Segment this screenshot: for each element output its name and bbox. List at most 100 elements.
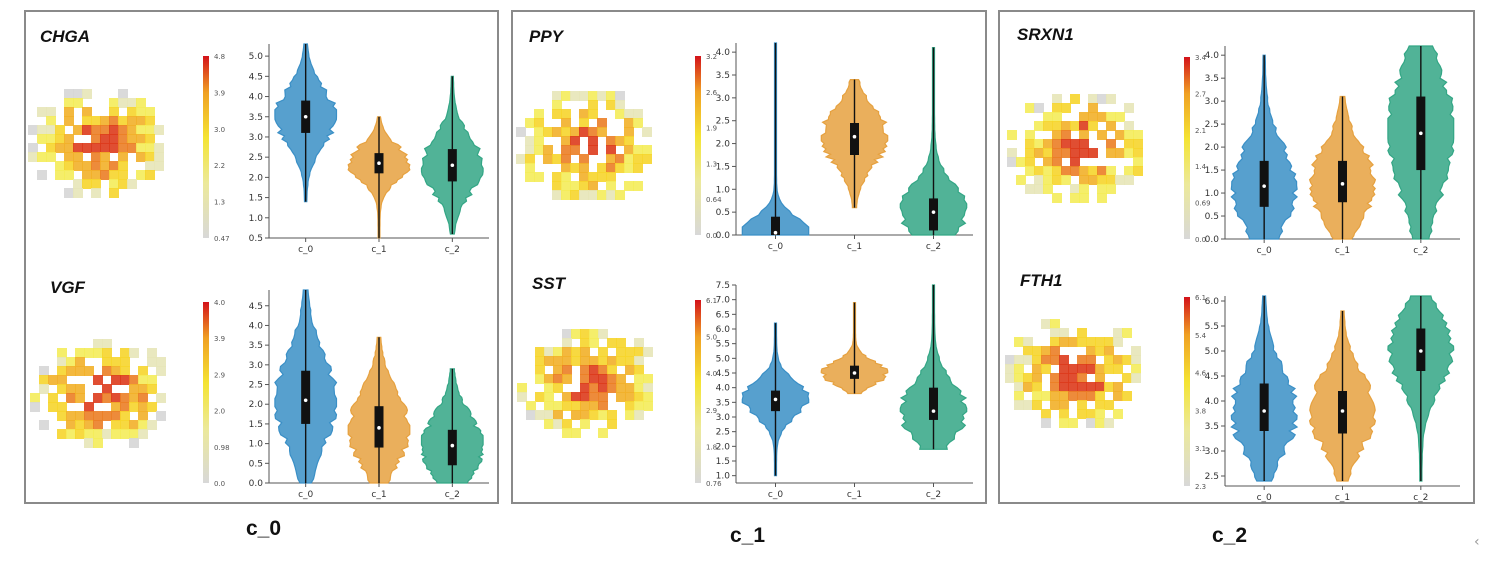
median-dot	[377, 161, 381, 166]
heatmap-cell	[1032, 391, 1042, 401]
heatmap-cell	[598, 347, 608, 357]
colorbar-tick-label: 1.3	[214, 199, 225, 207]
heatmap-cell	[57, 366, 67, 376]
heatmap-cell	[553, 347, 563, 357]
heatmap-cell	[589, 338, 599, 348]
heatmap-cell	[580, 419, 590, 429]
violin-chart-srxn1: 0.0 0.5 1.0 1.5 2.0 2.5 3.0 3.5 4.0 c_0 c_1 c_2 3.4 2…	[1007, 45, 1460, 256]
heatmap-cell	[147, 402, 157, 412]
heatmap-cell	[91, 179, 101, 189]
heatmap-cell	[588, 172, 598, 182]
y-tick-label: 0.5	[249, 459, 263, 469]
y-tick-label: 4.5	[1205, 372, 1219, 382]
heatmap-cell	[1079, 130, 1089, 140]
heatmap-cell	[1025, 130, 1035, 140]
median-dot	[303, 114, 308, 119]
expression-heatmap	[1005, 319, 1141, 428]
x-tick-label: c_1	[371, 490, 386, 500]
heatmap-cell	[1113, 337, 1123, 347]
y-tick-label: 3.5	[716, 71, 730, 81]
heatmap-cell	[1070, 94, 1080, 104]
y-tick-label: 0.0	[1205, 235, 1220, 245]
heatmap-cell	[1113, 355, 1123, 365]
y-tick-label: 5.5	[716, 340, 730, 350]
heatmap-cell	[120, 393, 130, 403]
heatmap-cell	[1113, 409, 1123, 419]
heatmap-cell	[534, 109, 544, 119]
heatmap-cell	[109, 107, 119, 117]
heatmap-cell	[55, 134, 65, 144]
heatmap-cell	[1104, 400, 1114, 410]
heatmap-cell	[136, 143, 146, 153]
heatmap-cell	[1104, 337, 1114, 347]
heatmap-cell	[102, 339, 112, 349]
heatmap-cell	[1070, 148, 1080, 158]
heatmap-cell	[1025, 103, 1035, 113]
heatmap-cell	[579, 154, 589, 164]
heatmap-cell	[46, 125, 56, 135]
iqr-box	[771, 216, 780, 235]
x-tick-label: c_2	[445, 490, 460, 500]
colorbar-tick-label: 2.7	[1195, 90, 1206, 98]
heatmap-cell	[562, 392, 572, 402]
heatmap-cell	[1104, 418, 1114, 428]
heatmap-cell	[561, 127, 571, 137]
heatmap-cell	[562, 356, 572, 366]
expression-heatmap	[517, 329, 653, 438]
heatmap-cell	[102, 348, 112, 358]
heatmap-cell	[64, 116, 74, 126]
heatmap-cell	[145, 161, 155, 171]
heatmap-cell	[1068, 337, 1078, 347]
heatmap-cell	[1059, 400, 1069, 410]
heatmap-cell	[100, 152, 110, 162]
heatmap-cell	[598, 392, 608, 402]
heatmap-cell	[589, 401, 599, 411]
heatmap-cell	[562, 374, 572, 384]
heatmap-cell	[571, 356, 581, 366]
heatmap-cell	[147, 357, 157, 367]
heatmap-cell	[1124, 130, 1134, 140]
heatmap-cell	[580, 410, 590, 420]
heatmap-cell	[129, 438, 139, 448]
median-dot	[303, 398, 308, 403]
heatmap-cell	[1034, 139, 1044, 149]
heatmap-cell	[118, 143, 128, 153]
heatmap-cell	[570, 136, 580, 146]
heatmap-cell	[1023, 400, 1033, 410]
heatmap-cell	[561, 181, 571, 191]
heatmap-cell	[616, 356, 626, 366]
heatmap-cell	[1077, 391, 1087, 401]
heatmap-cell	[1106, 112, 1116, 122]
heatmap-cell	[91, 188, 101, 198]
expression-heatmap	[30, 339, 166, 448]
heatmap-cell	[118, 125, 128, 135]
violin-chart-vgf: 0.0 0.5 1.0 1.5 2.0 2.5 3.0 3.5 4.0 4.5 c_0 c_1 c_2 4…	[30, 289, 489, 500]
heatmap-cell	[625, 383, 635, 393]
heatmap-cell	[82, 143, 92, 153]
heatmap-cell	[64, 134, 74, 144]
heatmap-cell	[1043, 121, 1053, 131]
chevron-left-icon[interactable]: ‹	[1474, 534, 1480, 550]
heatmap-cell	[1131, 355, 1141, 365]
heatmap-cell	[1106, 94, 1116, 104]
heatmap-cell	[607, 374, 617, 384]
x-tick-label: c_1	[847, 242, 862, 252]
heatmap-cell	[535, 392, 545, 402]
heatmap-cell	[634, 365, 644, 375]
heatmap-cell	[100, 170, 110, 180]
x-tick-label: c_1	[1335, 246, 1350, 256]
heatmap-cell	[102, 384, 112, 394]
heatmap-cell	[1095, 418, 1105, 428]
colorbar	[1184, 57, 1190, 239]
y-tick-label: 3.5	[1205, 422, 1219, 432]
heatmap-cell	[1052, 130, 1062, 140]
x-tick-label: c_2	[1413, 246, 1428, 256]
heatmap-cell	[37, 170, 47, 180]
heatmap-cell	[1113, 391, 1123, 401]
x-tick-label: c_0	[768, 490, 783, 500]
median-dot	[773, 230, 778, 235]
heatmap-cell	[46, 107, 56, 117]
heatmap-cell	[562, 419, 572, 429]
heatmap-cell	[1104, 346, 1114, 356]
heatmap-cell	[1133, 166, 1143, 176]
